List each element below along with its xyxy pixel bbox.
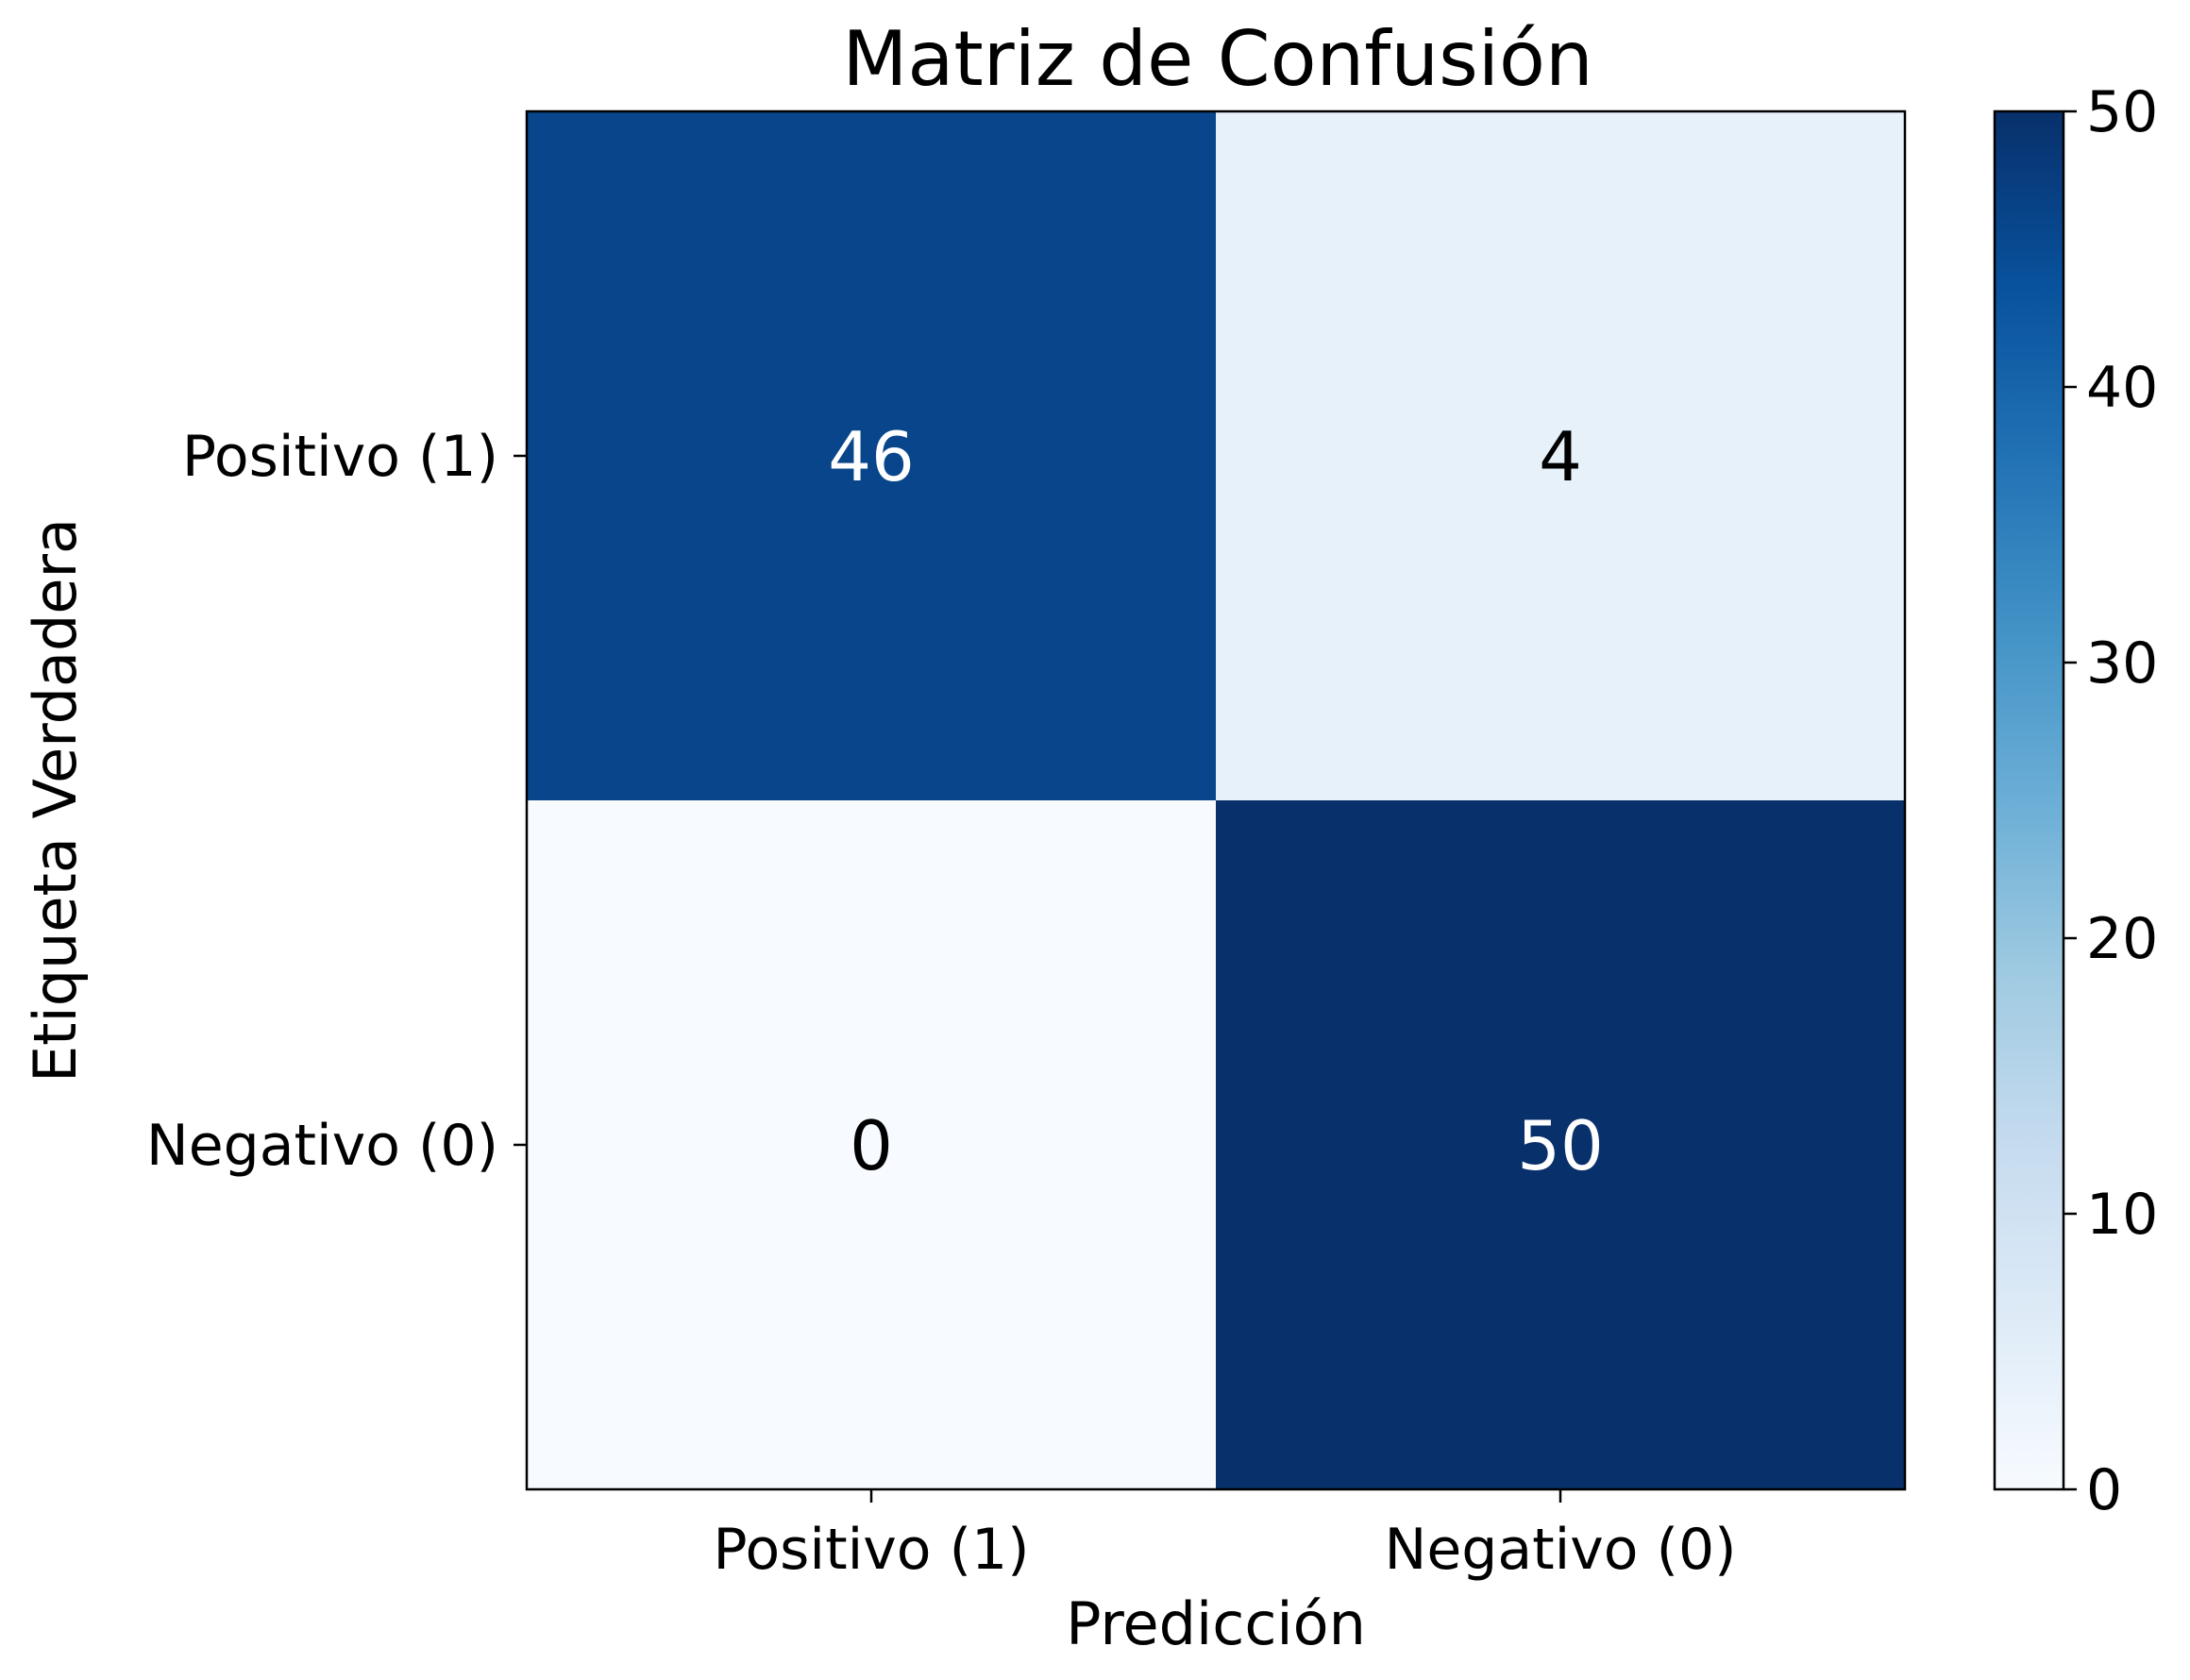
plot-frame [525,109,1907,1491]
colorbar-ticks: 0 10 20 30 40 50 [2064,79,2158,1523]
cell-value-label: 4 [1539,417,1582,496]
colorbar-tick-label: 0 [2086,1457,2122,1523]
y-tick-label: Positivo (1) [182,424,498,490]
chart-title: Matriz de Confusión [842,15,1592,103]
colorbar-tick-label: 10 [2086,1182,2158,1248]
heatmap-cells [527,111,1905,1489]
heatmap-cell [1216,111,1905,800]
colorbar-tick-label: 50 [2086,79,2158,145]
y-axis-ticks: Positivo (1) Negativo (0) [146,424,527,1179]
cell-value-label: 46 [828,417,915,496]
cell-value-label: 0 [850,1106,893,1185]
x-axis-label: Predicción [1066,1589,1366,1658]
colorbar-tick-label: 30 [2086,630,2158,697]
x-tick-label: Negativo (0) [1384,1517,1736,1583]
cell-value-label: 50 [1517,1106,1604,1185]
x-axis-ticks: Positivo (1) Negativo (0) [713,1489,1737,1583]
colorbar-tick-label: 40 [2086,355,2158,421]
heatmap-value-labels: 46 4 0 50 [828,417,1604,1185]
colorbar [1993,109,2065,1491]
y-tick-label: Negativo (0) [146,1113,498,1179]
colorbar-tick-label: 20 [2086,906,2158,972]
heatmap-cell [527,111,1216,800]
x-tick-label: Positivo (1) [713,1517,1029,1583]
y-axis-label: Etiqueta Verdadera [21,518,90,1083]
heatmap-cell [527,800,1216,1489]
heatmap-cell [1216,800,1905,1489]
